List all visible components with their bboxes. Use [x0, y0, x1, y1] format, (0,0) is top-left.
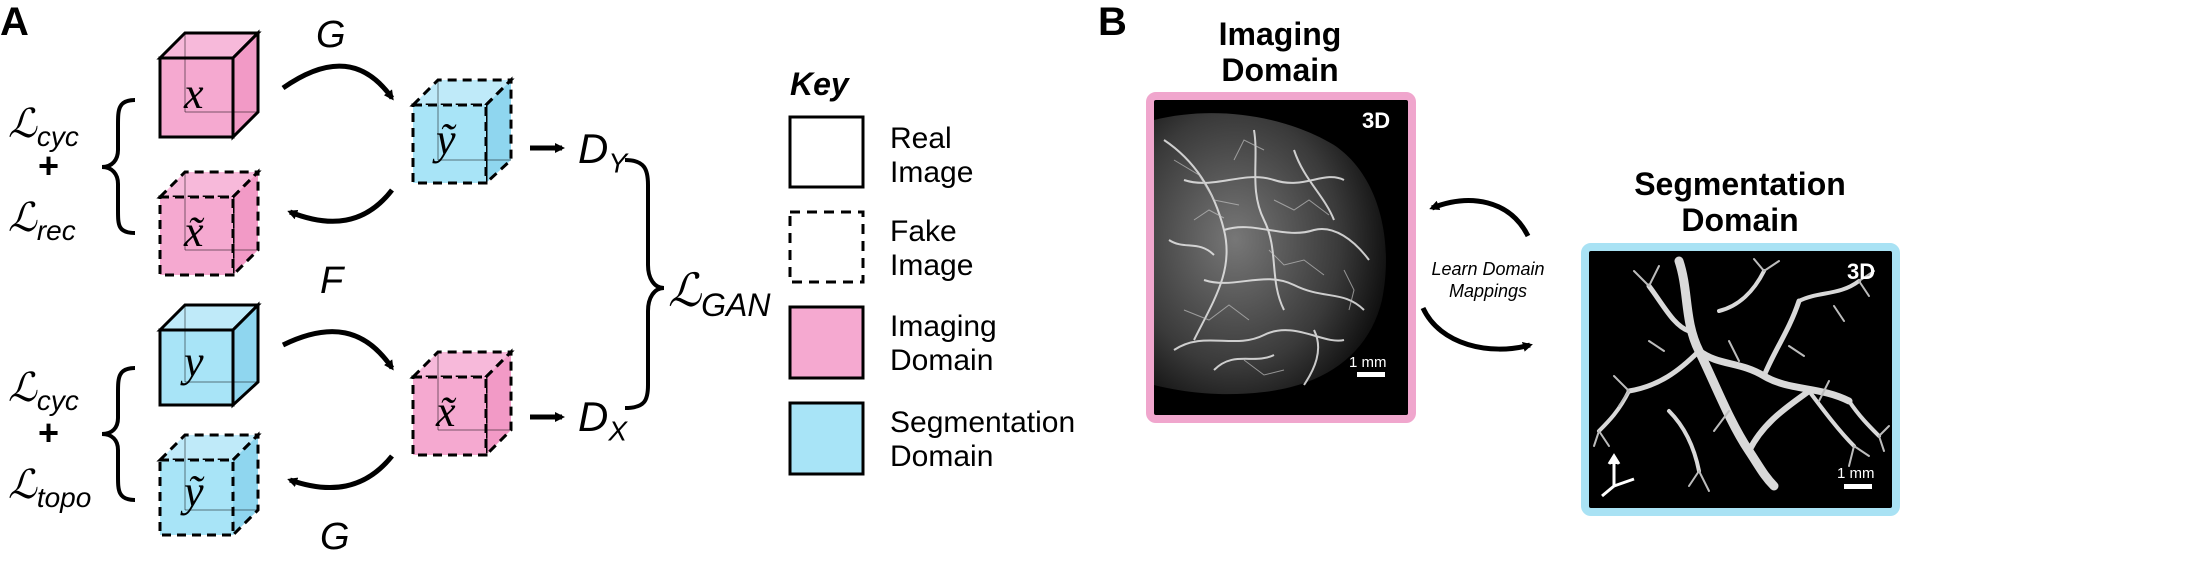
arrow-map-to-segmentation	[1420, 306, 1533, 352]
key-title: Key	[790, 66, 849, 102]
segmentation-domain-title: Segmentation Domain	[1590, 166, 1890, 238]
cube-y-tilde-bottom-label: ỹ	[184, 467, 204, 516]
cube-x	[156, 29, 262, 141]
key-item-imaging-line1: Imaging	[890, 310, 997, 343]
segmentation-scale-bar-label: 1 mm	[1837, 465, 1875, 482]
brace-bottom	[101, 366, 136, 502]
panel-a-label: A	[0, 0, 29, 44]
arrow-g-bottom-label: G	[320, 516, 350, 558]
key-item-real: Real Image	[890, 122, 973, 190]
key-item-imaging-line2: Domain	[890, 344, 994, 377]
mapping-label-line2: Mappings	[1448, 281, 1528, 301]
imaging-scale-bar-label: 1 mm	[1349, 354, 1387, 371]
loss-gan-main: ℒ	[668, 265, 702, 316]
key-box-fake	[788, 210, 865, 284]
cube-y-tilde-top-label: ỹ	[436, 115, 456, 164]
loss-topo-main: ℒ	[8, 462, 37, 507]
arrow-g-top	[281, 63, 395, 101]
key-item-real-line1: Real	[890, 122, 952, 155]
axes-icon	[1601, 453, 1635, 498]
key-item-fake-line2: Image	[890, 249, 974, 282]
segmentation-domain-image: 3D 1 mm	[1581, 243, 1900, 516]
arrow-f-back-top	[287, 188, 394, 224]
arrow-g-top-label: G	[316, 14, 346, 56]
loss-plus-top: +	[38, 145, 60, 186]
key-box-imaging	[788, 305, 865, 380]
loss-topo-sub: topo	[36, 482, 92, 513]
key-item-imaging: Imaging Domain	[890, 310, 997, 378]
mapping-label-line1: Learn Domain	[1431, 259, 1545, 279]
discriminator-y-sub: Y	[608, 147, 628, 179]
key-box-real	[788, 115, 865, 189]
segmentation-domain-title-line1: Segmentation	[1634, 166, 1846, 202]
brace-top	[101, 98, 136, 235]
cube-x-label: x	[184, 69, 204, 118]
cube-x-tilde-top-label: x̃	[184, 207, 204, 256]
key-box-segmentation	[788, 401, 865, 476]
cube-x-tilde-bottom-label: x̃	[436, 387, 456, 436]
key-item-fake-line1: Fake	[890, 215, 957, 248]
vessel-image-imaging	[1154, 113, 1386, 395]
loss-cyc-bottom: ℒcyc	[8, 368, 79, 415]
loss-cyc-top-main: ℒ	[8, 101, 37, 146]
discriminator-y-main: D	[578, 125, 609, 172]
key-item-fake: Fake Image	[890, 215, 973, 283]
cube-y	[156, 301, 262, 409]
key-item-real-line2: Image	[890, 156, 974, 189]
arrow-g-back-bottom	[287, 454, 394, 491]
imaging-domain-image: 3D 1 mm	[1146, 92, 1416, 423]
segmentation-badge: 3D	[1847, 259, 1876, 284]
discriminator-x-sub: X	[608, 415, 628, 447]
loss-cyc-top: ℒcyc	[8, 104, 79, 151]
cube-y-tilde-bottom	[156, 431, 262, 539]
discriminator-y: DY	[578, 128, 627, 177]
loss-rec-main: ℒ	[8, 195, 37, 240]
cube-x-tilde-bottom	[409, 348, 515, 459]
imaging-badge: 3D	[1362, 108, 1391, 133]
imaging-domain-title: Imaging Domain	[1150, 16, 1410, 88]
loss-gan: ℒGAN	[668, 265, 771, 324]
mapping-label: Learn Domain Mappings	[1413, 258, 1563, 302]
panel-b-label: B	[1098, 0, 1127, 44]
brace-gan	[624, 158, 665, 410]
vessel-image-segmentation	[1593, 256, 1890, 498]
arrow-map-to-imaging	[1429, 198, 1531, 238]
loss-rec-sub: rec	[36, 215, 76, 246]
imaging-domain-title-line2: Domain	[1221, 52, 1339, 88]
loss-rec: ℒrec	[8, 198, 76, 245]
discriminator-x-main: D	[578, 393, 609, 440]
imaging-domain-title-line1: Imaging	[1218, 16, 1342, 52]
cube-y-tilde-top	[409, 76, 515, 187]
loss-cyc-bottom-sub: cyc	[36, 385, 79, 416]
loss-topo: ℒtopo	[8, 465, 91, 512]
discriminator-x: DX	[578, 396, 627, 445]
cube-y-label: y	[184, 337, 204, 386]
key-item-segmentation-line2: Domain	[890, 440, 994, 473]
loss-cyc-bottom-main: ℒ	[8, 365, 37, 410]
cube-x-tilde-top	[156, 168, 262, 279]
key-item-segmentation-line1: Segmentation	[890, 406, 1076, 439]
loss-plus-bottom: +	[38, 412, 60, 453]
key-item-segmentation: Segmentation Domain	[890, 406, 1075, 474]
arrow-f-label: F	[320, 260, 344, 302]
arrow-f	[281, 329, 395, 371]
segmentation-domain-title-line2: Domain	[1681, 202, 1799, 238]
loss-gan-sub: GAN	[701, 287, 771, 324]
loss-cyc-top-sub: cyc	[36, 121, 79, 152]
